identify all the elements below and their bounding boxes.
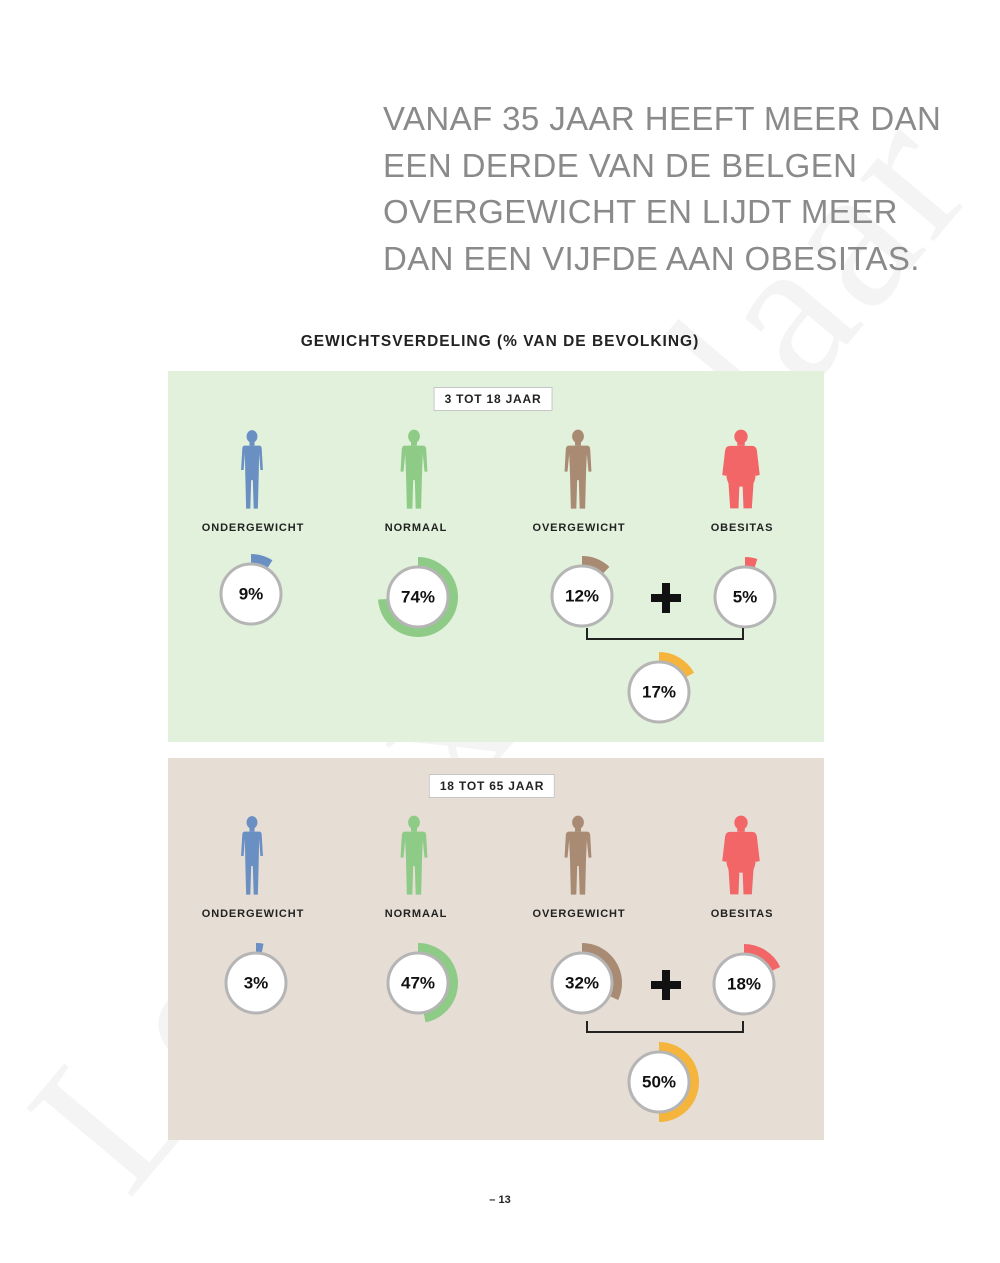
age-panel-3-18: 3 TOT 18 JAAR ONDERGEWICHT NORMAAL OVERG… [168,371,824,742]
overgewicht-figure-icon [564,815,592,895]
donut-ondergewicht: 9% [219,554,283,626]
figure-neck [249,827,255,832]
value-label-total: 17% [642,683,676,702]
figure-body [400,831,428,895]
donut-ring [712,952,776,1016]
donut-normaal: 74% [378,557,458,637]
plus-icon [651,583,681,613]
figure-head [246,430,258,443]
donut-ring [386,951,450,1015]
sum-bracket [586,628,744,640]
donut-arc-overgewicht [582,556,610,574]
value-label-obesitas: 18% [727,975,761,994]
category-label-overgewicht: OVERGEWICHT [532,908,626,920]
donut-arc-obesitas [745,557,758,568]
donut-ring [627,660,691,724]
headline-line: VANAF 35 JAAR HEEFT MEER DAN [383,100,942,137]
plus-icon [651,970,681,1000]
headline: VANAF 35 JAAR HEEFT MEER DAN EEN DERDE V… [383,96,983,282]
figure-body [722,445,760,509]
category-label-obesitas: OBESITAS [710,908,774,920]
figure-head [734,815,748,830]
figure-body [400,445,428,509]
donut-normaal: 47% [386,943,458,1023]
age-panel-18-65: 18 TOT 65 JAAR ONDERGEWICHT NORMAAL OVER… [168,758,824,1140]
ondergewicht-figure-icon [241,816,263,895]
value-label-total: 50% [642,1073,676,1092]
donut-ring [550,951,614,1015]
figure-head [572,815,584,830]
donut-arc-ondergewicht [251,554,273,568]
category-label-normaal: NORMAAL [384,522,448,534]
figure-neck [737,441,745,446]
figure-neck [411,827,417,832]
donut-ring [224,951,288,1015]
donut-arc-overgewicht [582,943,622,1001]
figure-head [408,429,420,444]
figure-head [246,816,258,829]
donut-arc-normaal [418,943,458,1023]
figure-body [241,445,263,509]
donut-arc-obesitas [744,944,781,971]
figure-neck [249,441,255,446]
chart-title: GEWICHTSVERDELING (% VAN DE BEVOLKING) [300,333,700,350]
donut-ring [627,1050,691,1114]
value-label-overgewicht: 32% [565,974,599,993]
normaal-figure-icon [400,429,428,509]
category-label-ondergewicht: ONDERGEWICHT [201,908,305,920]
page-number: – 13 [489,1194,511,1206]
figure-body [564,445,592,509]
category-label-ondergewicht: ONDERGEWICHT [201,522,305,534]
value-label-obesitas: 5% [733,588,758,607]
figure-head [734,429,748,444]
category-label-overgewicht: OVERGEWICHT [532,522,626,534]
figure-neck [737,827,745,832]
donut-ring [713,565,777,629]
obesitas-figure-icon [722,429,760,509]
ondergewicht-figure-icon [241,430,263,509]
value-label-ondergewicht: 3% [244,974,269,993]
figure-body [241,831,263,895]
age-badge: 3 TOT 18 JAAR [433,387,553,411]
headline-line: EEN DERDE VAN DE BELGEN [383,146,858,184]
donut-ring [550,564,614,628]
donut-ring [386,565,450,629]
figure-body [564,831,592,895]
category-label-obesitas: OBESITAS [710,522,774,534]
sum-bracket [586,1021,744,1033]
figure-head [572,429,584,444]
value-label-normaal: 47% [401,974,435,993]
overgewicht-figure-icon [564,429,592,509]
category-label-normaal: NORMAAL [384,908,448,920]
value-label-ondergewicht: 9% [239,585,264,604]
value-label-overgewicht: 12% [565,587,599,606]
donut-arc-total [659,1042,699,1122]
donut-ring [219,562,283,626]
donut-total: 17% [627,652,695,724]
donut-arc-ondergewicht [256,943,264,953]
donut-overgewicht: 32% [550,943,622,1015]
figure-head [408,815,420,830]
figure-body [722,831,760,895]
normaal-figure-icon [400,815,428,895]
figure-neck [575,827,581,832]
donut-total: 50% [627,1042,699,1122]
age-badge: 18 TOT 65 JAAR [428,774,556,798]
donut-obesitas: 5% [713,557,777,629]
obesitas-figure-icon [722,815,760,895]
headline-line: OVERGEWICHT EN LIJDT MEER [383,193,898,230]
donut-obesitas: 18% [712,944,781,1016]
donut-ondergewicht: 3% [224,943,288,1015]
donut-overgewicht: 12% [550,556,614,628]
figure-neck [411,441,417,446]
value-label-normaal: 74% [401,588,435,607]
figure-neck [575,441,581,446]
donut-arc-total [659,652,695,678]
headline-line: DAN EEN VIJFDE AAN OBESITAS. [383,239,920,277]
